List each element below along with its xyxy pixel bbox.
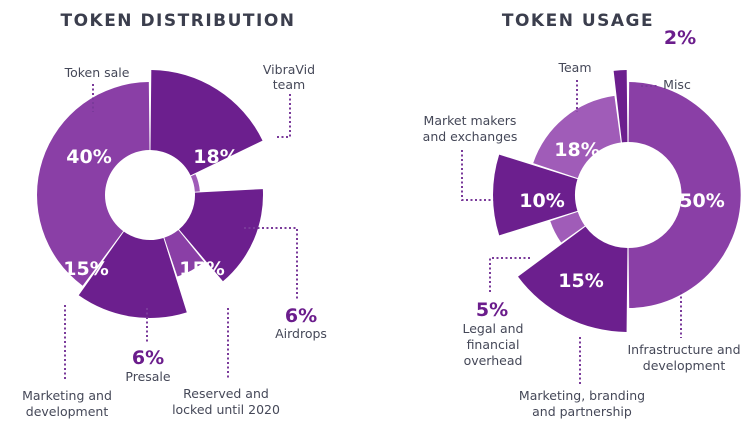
label-marketing-development-line2: development xyxy=(26,404,109,419)
label-marketing-development: Marketing and development xyxy=(22,388,112,419)
label-legal-line3: overhead xyxy=(464,353,523,368)
label-market-makers-line2: and exchanges xyxy=(423,129,518,144)
slice-reserved xyxy=(179,189,264,282)
label-vibravid-team-line2: team xyxy=(273,77,305,92)
slice-token-sale xyxy=(37,82,150,286)
label-infrastructure: Infrastructure and development xyxy=(627,342,740,373)
label-legal-line2: financial xyxy=(467,337,520,352)
label-token-sale: Token sale xyxy=(64,65,130,80)
chart-title-usage: TOKEN USAGE xyxy=(502,11,654,31)
slice-presale xyxy=(164,229,205,277)
usage-leader-lines xyxy=(461,80,682,384)
pct-token-sale: 40% xyxy=(66,146,111,168)
slice-team xyxy=(533,95,621,179)
distribution-donut xyxy=(37,70,264,318)
pct-reserved: 15% xyxy=(179,258,224,280)
pct-airdrops: 6% xyxy=(285,305,317,327)
slice-airdrops xyxy=(190,174,200,192)
label-marketing-branding: Marketing, branding and partnership xyxy=(519,388,645,419)
label-marketing-branding-line2: and partnership xyxy=(532,404,632,419)
label-airdrops: Airdrops xyxy=(275,326,327,341)
label-market-makers-line1: Market makers xyxy=(424,113,517,128)
pct-misc: 2% xyxy=(664,27,696,49)
pct-market-makers: 10% xyxy=(519,190,564,212)
slice-misc xyxy=(613,70,628,143)
label-market-makers: Market makers and exchanges xyxy=(423,113,518,144)
label-infrastructure-line1: Infrastructure and xyxy=(627,342,740,357)
label-marketing-development-line1: Marketing and xyxy=(22,388,112,403)
pct-presale: 6% xyxy=(132,347,164,369)
label-legal: Legal and financial overhead xyxy=(463,321,524,368)
slice-marketing-branding xyxy=(518,226,628,332)
label-presale: Presale xyxy=(125,369,171,384)
slice-market-makers xyxy=(493,154,578,236)
usage-donut xyxy=(493,70,741,332)
distribution-leader-lines xyxy=(64,84,298,381)
label-legal-line1: Legal and xyxy=(463,321,524,336)
label-misc: Misc xyxy=(663,77,691,92)
label-reserved-line2: locked until 2020 xyxy=(172,402,280,417)
pct-marketing-development: 15% xyxy=(63,258,108,280)
slice-infrastructure xyxy=(628,82,741,308)
chart-title-distribution: TOKEN DISTRIBUTION xyxy=(60,11,295,31)
label-marketing-branding-line1: Marketing, branding xyxy=(519,388,645,403)
slice-vibravid-team xyxy=(150,70,263,176)
slice-legal xyxy=(550,211,585,243)
pct-team: 18% xyxy=(554,139,599,161)
label-vibravid-team: VibraVid team xyxy=(263,62,315,92)
label-reserved-line1: Reserved and xyxy=(183,386,269,401)
label-infrastructure-line2: development xyxy=(643,358,726,373)
pct-vibravid-team: 18% xyxy=(193,146,238,168)
slice-marketing-development xyxy=(78,231,187,318)
label-vibravid-team-line1: VibraVid xyxy=(263,62,315,77)
label-team: Team xyxy=(557,60,591,75)
label-reserved: Reserved and locked until 2020 xyxy=(172,386,280,417)
pct-infrastructure: 50% xyxy=(679,190,724,212)
pct-marketing-branding: 15% xyxy=(558,270,603,292)
pct-legal: 5% xyxy=(476,299,508,321)
